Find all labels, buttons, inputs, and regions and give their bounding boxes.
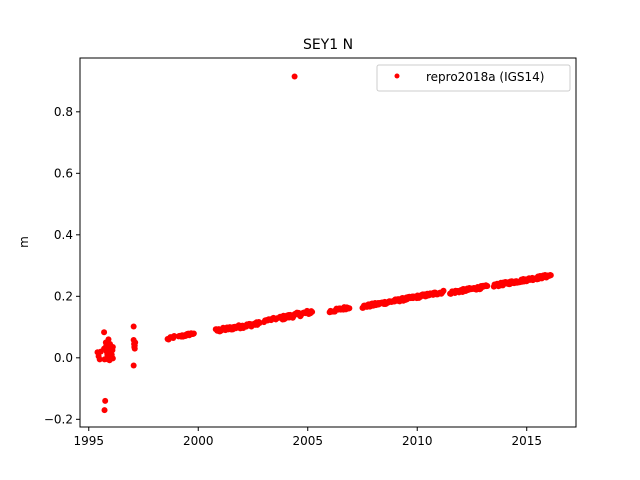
legend-marker <box>394 73 400 79</box>
data-point <box>101 329 108 336</box>
data-point <box>102 397 109 404</box>
x-axis: 1995 2000 2005 2010 2015 <box>73 427 542 448</box>
data-point <box>171 332 178 339</box>
legend-box <box>376 64 571 92</box>
x-tick-label: 1995 <box>73 434 104 448</box>
y-tick-label: 0.8 <box>54 105 73 119</box>
y-tick-label: 0.6 <box>54 166 73 180</box>
y-axis-label: m <box>17 236 31 248</box>
data-point <box>130 323 137 330</box>
y-axis: −0.2 0.0 0.2 0.4 0.6 0.8 <box>44 105 80 426</box>
y-tick-label: 0.0 <box>54 351 73 365</box>
x-tick-label: 2005 <box>292 434 323 448</box>
data-point <box>484 282 491 289</box>
data-point <box>109 344 116 351</box>
data-point <box>130 362 137 369</box>
data-point <box>440 287 447 294</box>
data-point <box>106 357 113 364</box>
data-point <box>105 336 112 343</box>
x-tick-label: 2010 <box>402 434 433 448</box>
data-point <box>190 330 197 337</box>
data-point <box>547 272 554 279</box>
y-tick-label: 0.2 <box>54 289 73 303</box>
x-tick-label: 2000 <box>183 434 214 448</box>
y-tick-label: −0.2 <box>44 412 73 426</box>
data-point <box>346 305 353 312</box>
plot-frame <box>79 57 577 428</box>
data-point <box>96 356 103 363</box>
data-points <box>94 73 554 414</box>
data-point <box>101 407 108 414</box>
legend-label: repro2018a (IGS14) <box>426 70 544 84</box>
data-point <box>131 342 138 349</box>
y-tick-label: 0.4 <box>54 228 73 242</box>
legend: repro2018a (IGS14) <box>376 64 571 92</box>
data-point <box>309 308 316 315</box>
data-point <box>291 73 298 80</box>
chart-title: SEY1 N <box>303 37 353 53</box>
x-tick-label: 2015 <box>511 434 542 448</box>
